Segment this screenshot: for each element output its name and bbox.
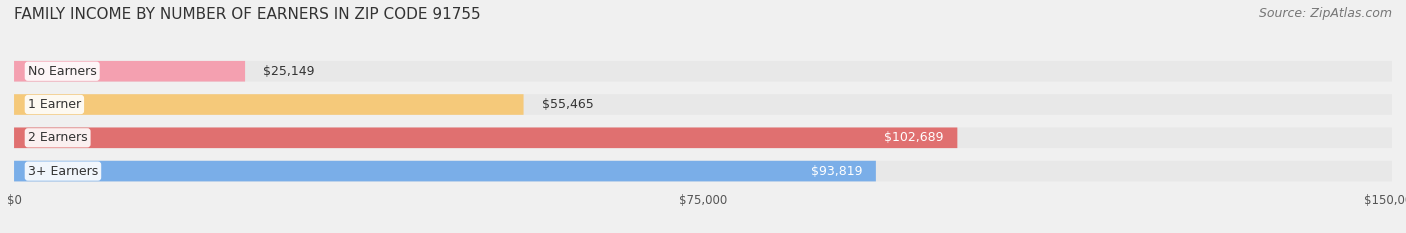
FancyBboxPatch shape — [14, 161, 1392, 182]
Text: $55,465: $55,465 — [541, 98, 593, 111]
FancyBboxPatch shape — [14, 94, 1392, 115]
FancyBboxPatch shape — [14, 61, 245, 82]
Text: 1 Earner: 1 Earner — [28, 98, 82, 111]
Text: $93,819: $93,819 — [811, 164, 862, 178]
FancyBboxPatch shape — [14, 61, 1392, 82]
Text: $25,149: $25,149 — [263, 65, 315, 78]
Text: $102,689: $102,689 — [884, 131, 943, 144]
FancyBboxPatch shape — [14, 127, 957, 148]
Text: 3+ Earners: 3+ Earners — [28, 164, 98, 178]
FancyBboxPatch shape — [14, 161, 876, 182]
Text: Source: ZipAtlas.com: Source: ZipAtlas.com — [1258, 7, 1392, 20]
FancyBboxPatch shape — [14, 127, 1392, 148]
Text: No Earners: No Earners — [28, 65, 97, 78]
Text: FAMILY INCOME BY NUMBER OF EARNERS IN ZIP CODE 91755: FAMILY INCOME BY NUMBER OF EARNERS IN ZI… — [14, 7, 481, 22]
FancyBboxPatch shape — [14, 94, 523, 115]
Text: 2 Earners: 2 Earners — [28, 131, 87, 144]
